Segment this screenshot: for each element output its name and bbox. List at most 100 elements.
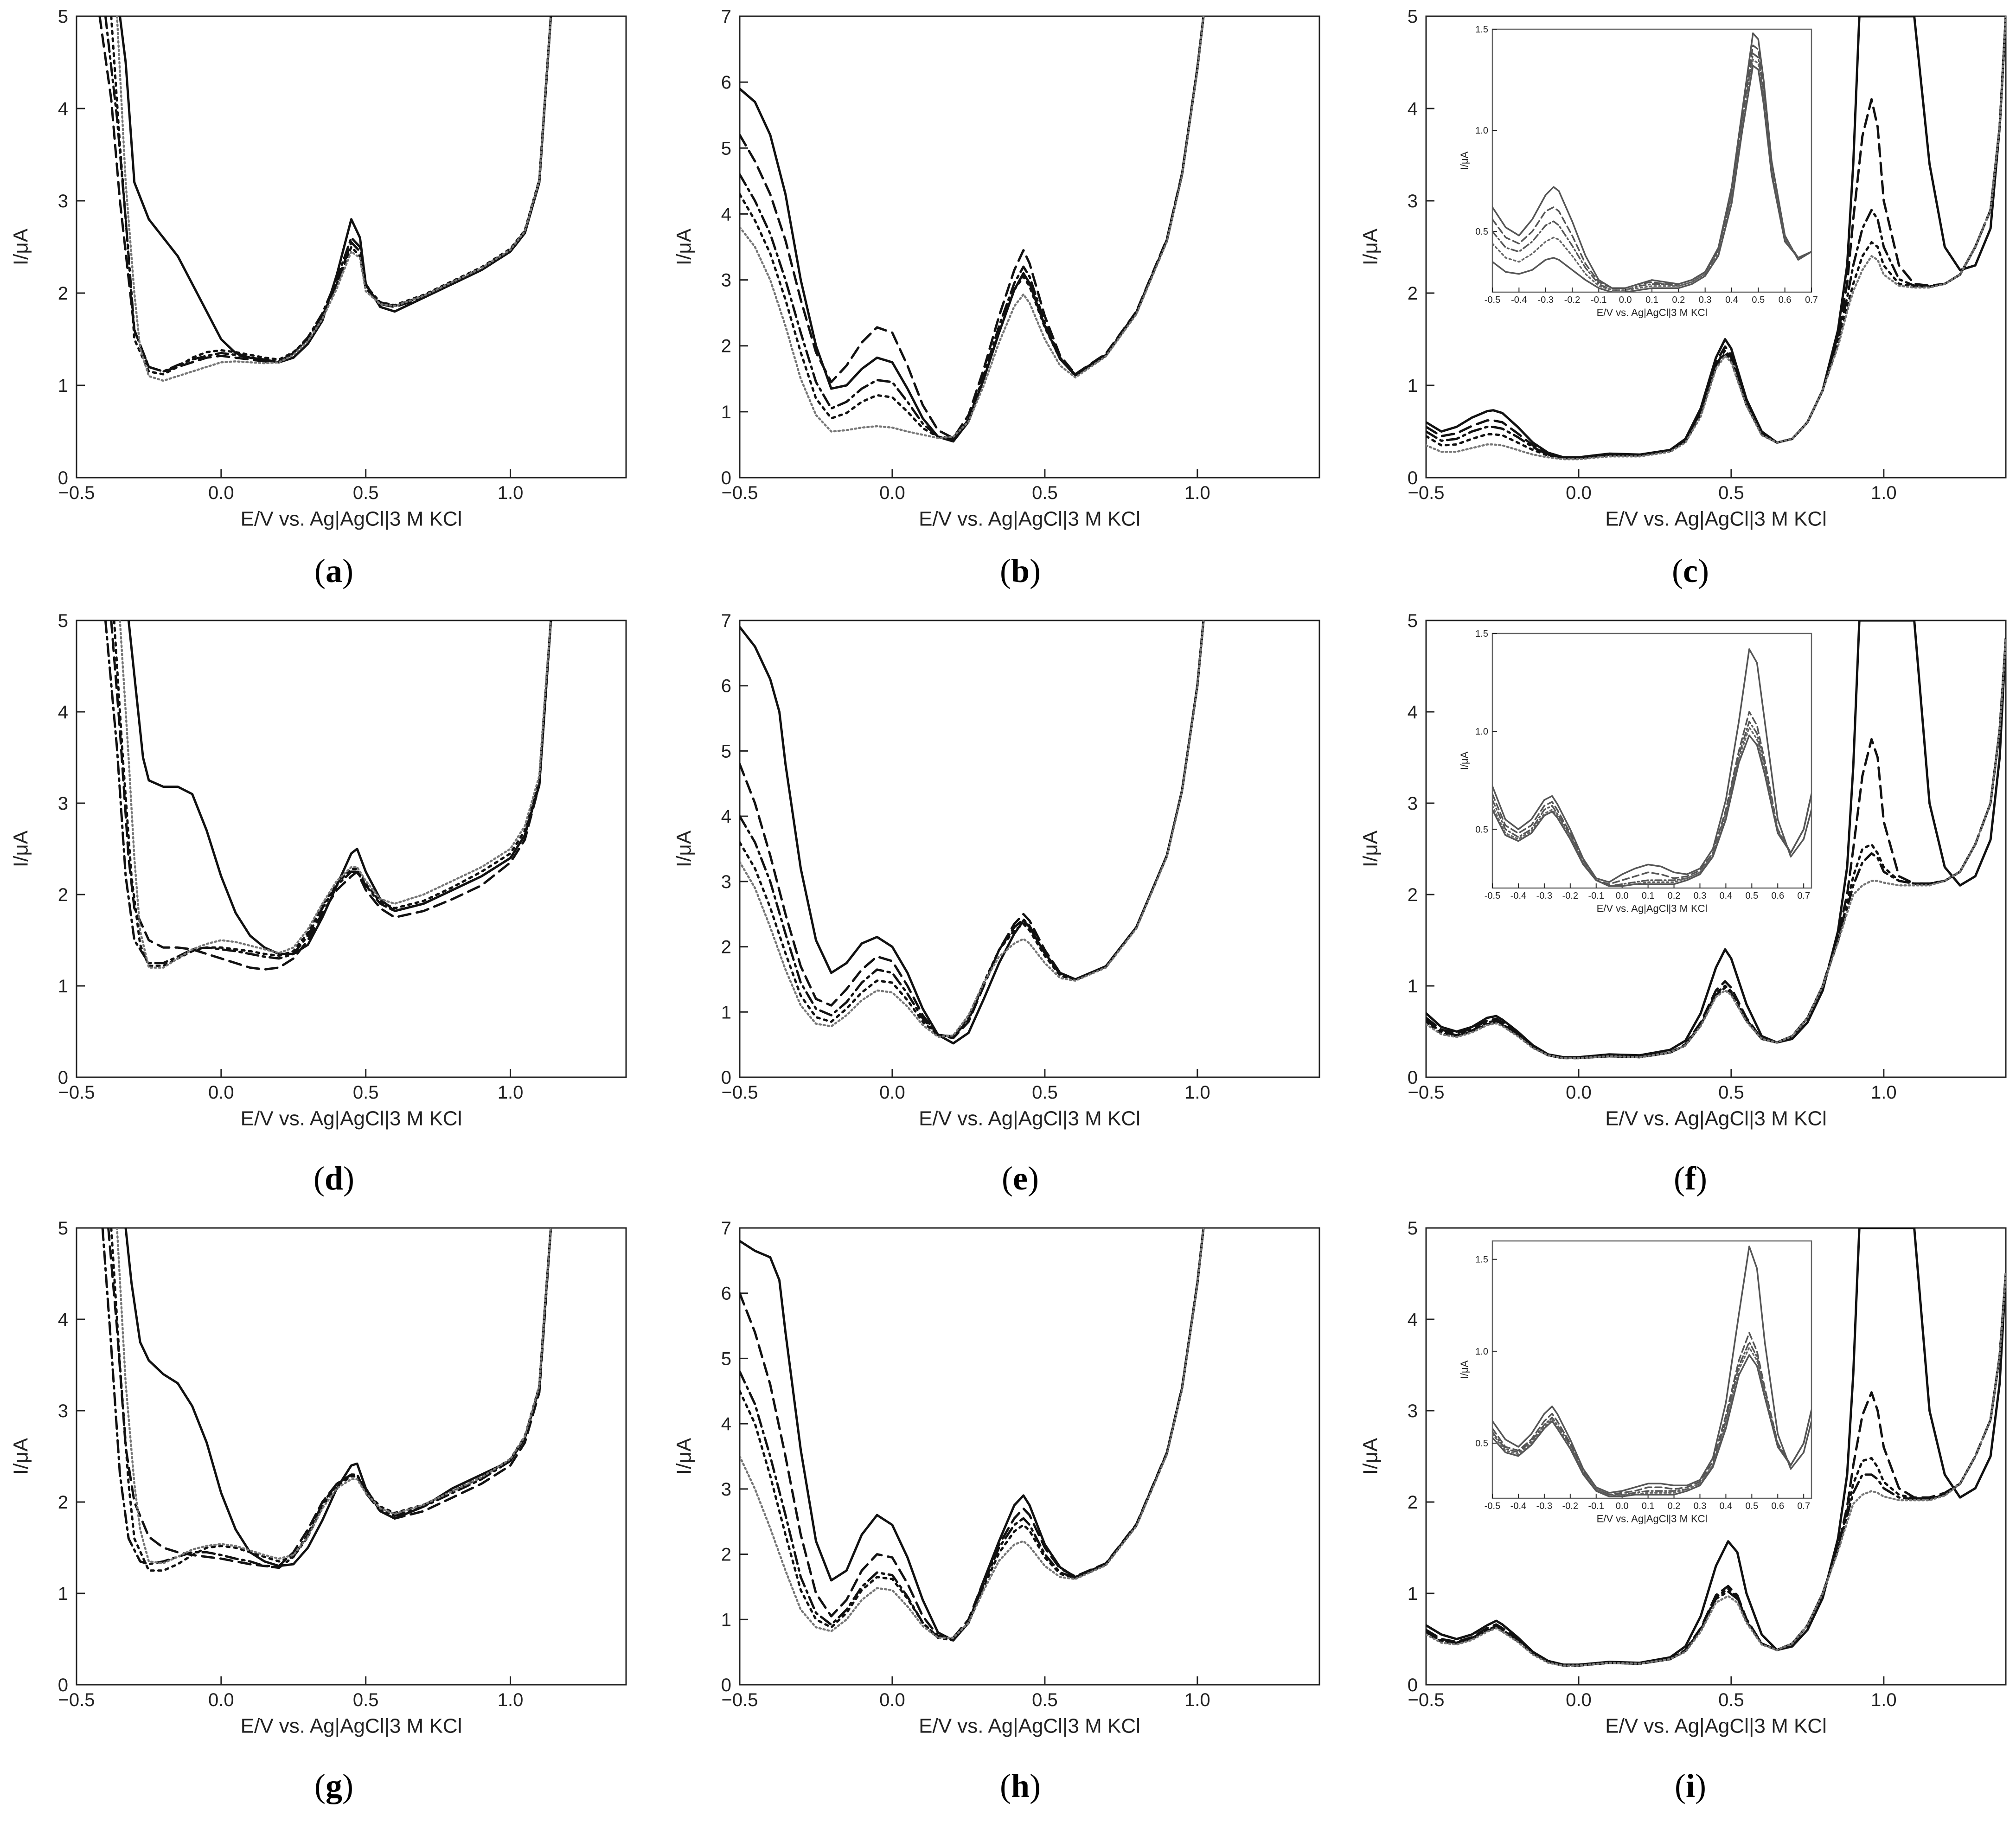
panel-caption-f: (f) xyxy=(1674,1160,1707,1197)
panel-a-series-finedot xyxy=(116,16,552,382)
inset-i-x-tick-label: -0.2 xyxy=(1562,1501,1578,1511)
panel-h-x-tick-label: 0.5 xyxy=(1032,1690,1058,1710)
inset-c-x-axis-label: E/V vs. Ag|AgCl|3 M KCl xyxy=(1597,307,1708,319)
panel-e-y-axis-label: I/μA xyxy=(672,830,695,867)
panel-e-y-tick-label: 5 xyxy=(721,741,731,761)
caption-letter: a xyxy=(326,552,342,589)
inset-c-x-tick-label: 0.4 xyxy=(1725,295,1738,305)
inset-c-x-tick-label: 0.5 xyxy=(1752,295,1765,305)
inset-c-x-tick-label: 0.3 xyxy=(1699,295,1712,305)
panel-e-x-tick-label: −0.5 xyxy=(722,1082,758,1103)
panel-b-x-tick-label: 0.5 xyxy=(1032,483,1058,503)
inset-f-x-tick-label: 0.3 xyxy=(1694,891,1707,901)
inset-i-x-tick-label: 0.1 xyxy=(1642,1501,1655,1511)
panel-a-y-tick-label: 4 xyxy=(58,99,68,119)
inset-i-series-s3 xyxy=(1492,1341,1811,1496)
panel-a-x-tick-label: 1.0 xyxy=(498,483,524,503)
inset-i-x-tick-label: -0.4 xyxy=(1510,1501,1526,1511)
caption-letter: i xyxy=(1686,1767,1695,1804)
inset-c-series-s1 xyxy=(1492,32,1811,289)
inset-i-series-s2 xyxy=(1492,1332,1811,1496)
panel-i-x-tick-label: 0.0 xyxy=(1566,1690,1592,1710)
panel-a-x-tick-label: −0.5 xyxy=(58,483,95,503)
panel-g-y-tick-label: 2 xyxy=(58,1492,68,1513)
panel-g: −0.5 0.0 0.5 1.0 0 1 2 3 4 5 E/V vs. Ag|AgCl|3 M K… xyxy=(9,1218,627,1737)
panel-c-x-tick-label: 0.5 xyxy=(1718,483,1744,503)
inset-f-y-tick-label: 1.0 xyxy=(1475,727,1488,737)
panel-f-y-tick-label: 4 xyxy=(1408,702,1418,722)
panel-h: −0.5 0.0 0.5 1.0 0 1 2 3 4 5 6 7 E/V vs. Ag|AgCl|3 M… xyxy=(672,1218,1320,1737)
panel-d-x-tick-label: 0.5 xyxy=(353,1082,379,1103)
panel-f: −0.5 0.0 0.5 1.0 0 1 2 3 4 5 E/V vs. Ag|AgCl|3 M K… xyxy=(1359,611,2007,1130)
panel-h-series-group xyxy=(740,1228,1205,1642)
panel-c-y-axis-label: I/μA xyxy=(1359,228,1382,265)
panel-d-y-tick-label: 2 xyxy=(58,885,68,905)
panel-g-x-tick-label: −0.5 xyxy=(58,1690,95,1710)
inset-f-series-s2 xyxy=(1492,711,1811,885)
panel-d-series-dot xyxy=(113,620,552,967)
panel-h-y-tick-label: 4 xyxy=(721,1414,731,1434)
panel-caption-e: (e) xyxy=(1002,1160,1039,1197)
inset-f: -0.5 -0.4 -0.3 -0.2 -0.1 0.0 0.1 0.2 0.3 0.4 0.5 0.… xyxy=(1459,629,1812,914)
inset-f-x-tick-label: 0.4 xyxy=(1720,891,1733,901)
panel-c-y-tick-label: 2 xyxy=(1408,283,1418,304)
panel-h-series-solid xyxy=(740,1228,1205,1642)
panel-g-series-dot xyxy=(110,1228,552,1572)
panel-g-y-tick-label: 0 xyxy=(58,1675,68,1695)
panel-d-x-axis-label: E/V vs. Ag|AgCl|3 M KCl xyxy=(241,1107,462,1130)
panel-d-y-tick-label: 3 xyxy=(58,793,68,814)
panel-c: −0.5 0.0 0.5 1.0 0 1 2 3 4 5 E/V vs. Ag|AgCl|3 M K… xyxy=(1359,6,2007,530)
panel-d-x-tick-label: 1.0 xyxy=(498,1082,524,1103)
caption-open-paren: ( xyxy=(1672,552,1683,589)
panel-h-x-tick-label: −0.5 xyxy=(722,1690,758,1710)
inset-c-y-tick-label: 1.5 xyxy=(1475,25,1488,35)
caption-close-paren: ) xyxy=(342,1767,353,1804)
panel-f-x-tick-label: 1.0 xyxy=(1871,1082,1897,1103)
panel-caption-d: (d) xyxy=(314,1160,354,1197)
panel-f-plot-frame xyxy=(1425,620,2007,1078)
panel-a-y-tick-label: 3 xyxy=(58,191,68,211)
panel-d-y-tick-label: 0 xyxy=(58,1068,68,1088)
panel-b: −0.5 0.0 0.5 1.0 0 1 2 3 4 5 6 7 E/V vs. Ag|AgCl|3 M… xyxy=(672,6,1320,530)
panel-e-y-tick-label: 7 xyxy=(721,611,731,631)
panel-a-x-tick-label: 0.0 xyxy=(208,483,234,503)
inset-i-x-tick-label: 0.3 xyxy=(1694,1501,1707,1511)
panel-a-x-tick-label: 0.5 xyxy=(353,483,379,503)
panel-e-series-group xyxy=(740,620,1205,1045)
panel-e-series-dash xyxy=(740,620,1205,1040)
panel-e-x-tick-label: 0.5 xyxy=(1032,1082,1058,1103)
panel-c-y-tick-label: 0 xyxy=(1408,468,1418,488)
caption-letter: b xyxy=(1011,552,1030,589)
panel-b-y-tick-label: 6 xyxy=(721,72,731,93)
panel-f-series-solid xyxy=(1426,620,2006,1059)
caption-close-paren: ) xyxy=(1696,1160,1707,1197)
inset-i-series-s1 xyxy=(1492,1246,1811,1494)
panel-g-plot-frame xyxy=(76,1227,627,1686)
panel-h-plot-frame xyxy=(739,1227,1320,1686)
panel-d-y-tick-label: 4 xyxy=(58,702,68,722)
panel-caption-c: (c) xyxy=(1672,552,1709,589)
inset-f-series-s1 xyxy=(1492,648,1811,883)
panel-f-x-axis-label: E/V vs. Ag|AgCl|3 M KCl xyxy=(1605,1107,1827,1130)
inset-c-x-tick-label: -0.5 xyxy=(1485,295,1500,305)
panel-c-x-tick-label: 0.0 xyxy=(1566,483,1592,503)
panel-e-y-tick-label: 2 xyxy=(721,937,731,958)
panel-e-x-tick-label: 1.0 xyxy=(1184,1082,1210,1103)
inset-f-x-tick-label: -0.1 xyxy=(1588,891,1604,901)
panel-f-y-axis-label: I/μA xyxy=(1359,830,1382,867)
inset-i-x-tick-label: 0.0 xyxy=(1616,1501,1629,1511)
panel-d: −0.5 0.0 0.5 1.0 0 1 2 3 4 5 E/V vs. Ag|AgCl|3 M K… xyxy=(9,611,627,1130)
panel-g-x-tick-label: 1.0 xyxy=(498,1690,524,1710)
panel-h-y-tick-label: 5 xyxy=(721,1349,731,1369)
panel-g-x-tick-label: 0.0 xyxy=(208,1690,234,1710)
inset-c-x-tick-label: -0.3 xyxy=(1537,295,1553,305)
inset-c-y-axis-label: I/μA xyxy=(1459,151,1470,170)
panel-b-plot-frame xyxy=(739,15,1320,479)
panel-c-series-finedot xyxy=(1426,16,2006,460)
inset-c-y-tick-label: 0.5 xyxy=(1475,227,1488,237)
panel-i-series-solid xyxy=(1426,1228,2006,1666)
inset-c-x-tick-label: 0.2 xyxy=(1672,295,1685,305)
inset-c-x-tick-label: 0.1 xyxy=(1645,295,1658,305)
panel-i-y-tick-label: 0 xyxy=(1408,1675,1418,1695)
